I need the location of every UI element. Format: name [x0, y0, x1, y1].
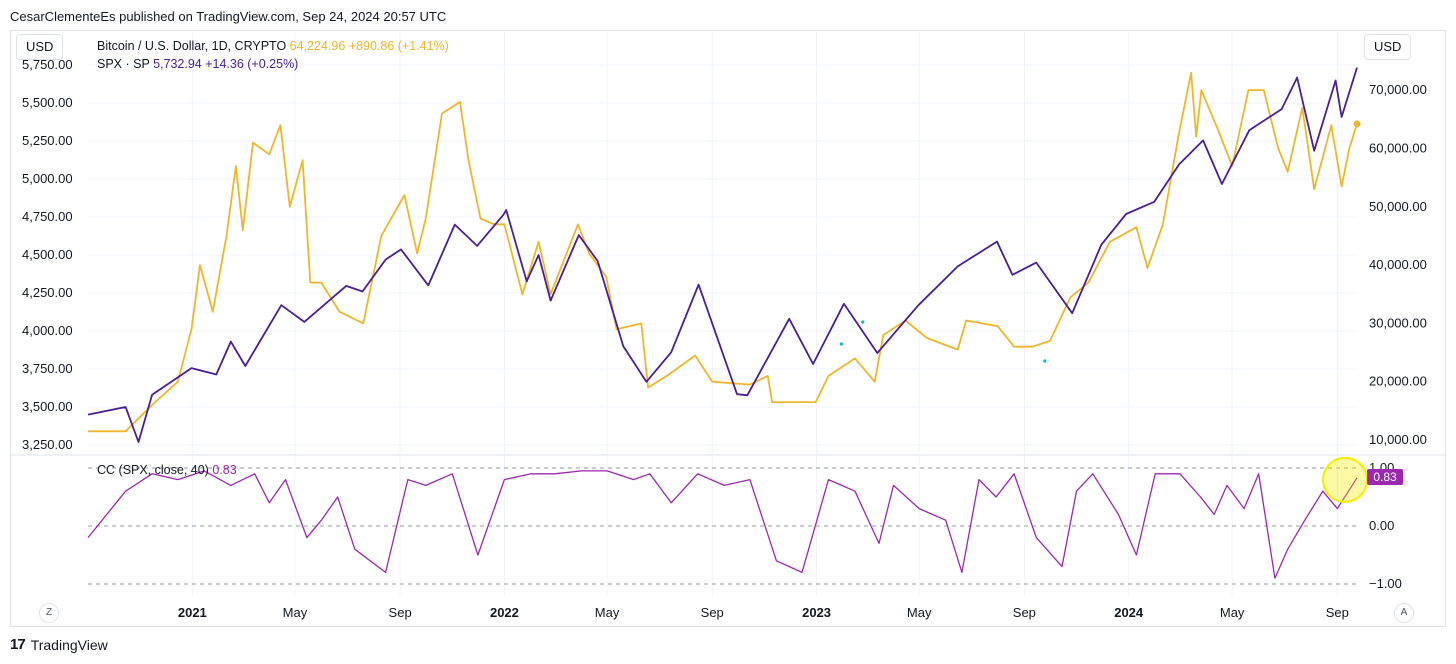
x-tick-label: Sep — [1013, 605, 1036, 620]
left-axis-tick-label: 3,750.00 — [22, 361, 73, 376]
tradingview-logo-icon: 17 — [10, 636, 26, 653]
left-axis-tick-label: 5,250.00 — [22, 133, 73, 148]
x-tick-label: 2022 — [490, 605, 519, 620]
right-axis-tick-label: 20,000.00 — [1369, 374, 1427, 389]
left-axis-tick-label: 4,000.00 — [22, 323, 73, 338]
x-tick-label: Sep — [701, 605, 724, 620]
auto-scale-button[interactable]: A — [1394, 603, 1414, 623]
tradingview-brand: TradingView — [30, 636, 108, 653]
btc-last-point — [1353, 120, 1361, 128]
marker-dot — [839, 342, 843, 346]
spx-series-line[interactable] — [87, 67, 1358, 443]
left-axis-tick-label: 3,250.00 — [22, 437, 73, 452]
x-tick-label: May — [595, 605, 620, 620]
x-tick-label: 2023 — [802, 605, 831, 620]
x-tick-label: 2021 — [178, 605, 207, 620]
right-axis-tick-label: 10,000.00 — [1369, 432, 1427, 447]
x-tick-label: May — [283, 605, 308, 620]
right-axis-tick-label: 50,000.00 — [1369, 199, 1427, 214]
x-tick-label: May — [1220, 605, 1245, 620]
marker-dot — [1043, 359, 1047, 363]
left-axis-tick-label: 5,750.00 — [22, 57, 73, 72]
x-tick-label: 2024 — [1114, 605, 1144, 620]
cc-value-badge: 0.83 — [1367, 469, 1403, 485]
spx-legend-name: SPX · SP — [97, 57, 150, 71]
left-axis-tick-label: 5,500.00 — [22, 95, 73, 110]
right-axis-tick-label: 30,000.00 — [1369, 315, 1427, 330]
btc-legend[interactable]: Bitcoin / U.S. Dollar, 1D, CRYPTO 64,224… — [97, 39, 449, 53]
left-axis-tick-label: 4,250.00 — [22, 285, 73, 300]
left-axis-tick-label: 4,750.00 — [22, 209, 73, 224]
cc-axis-tick-label: −1.00 — [1369, 576, 1402, 591]
publish-info: CesarClementeEs published on TradingView… — [10, 9, 447, 24]
right-axis-tick-label: 70,000.00 — [1369, 82, 1427, 97]
right-axis-tick-label: 40,000.00 — [1369, 257, 1427, 272]
left-axis-tick-label: 5,000.00 — [22, 171, 73, 186]
cc-legend-value: 0.83 — [212, 463, 237, 477]
right-currency-button[interactable]: USD — [1364, 34, 1412, 60]
right-axis-tick-label: 60,000.00 — [1369, 141, 1427, 156]
x-tick-label: May — [907, 605, 932, 620]
btc-series-line[interactable] — [88, 71, 1358, 433]
marker-dot — [861, 320, 865, 324]
btc-legend-name: Bitcoin / U.S. Dollar, 1D, CRYPTO — [97, 39, 287, 53]
chart-panel — [10, 30, 1446, 627]
x-tick-label: Sep — [1326, 605, 1349, 620]
spx-legend-change: +14.36 (+0.25%) — [205, 57, 299, 71]
cc-legend[interactable]: CC (SPX, close, 40) 0.83 — [97, 463, 237, 477]
spx-legend-value: 5,732.94 — [153, 57, 202, 71]
btc-legend-change: +890.86 (+1.41%) — [348, 39, 449, 53]
cc-axis-tick-label: 0.00 — [1369, 518, 1394, 533]
spx-legend[interactable]: SPX · SP 5,732.94 +14.36 (+0.25%) — [97, 57, 298, 71]
cc-series-line[interactable] — [87, 470, 1358, 579]
tradingview-footer: 17 TradingView — [10, 636, 108, 653]
cc-legend-name: CC (SPX, close, 40) — [97, 463, 209, 477]
left-axis-tick-label: 4,500.00 — [22, 247, 73, 262]
zoom-z-button[interactable]: Z — [39, 603, 59, 623]
highlight-circle — [1322, 456, 1368, 503]
x-tick-label: Sep — [389, 605, 412, 620]
btc-legend-value: 64,224.96 — [289, 39, 346, 53]
left-currency-button[interactable]: USD — [16, 34, 64, 60]
left-axis-tick-label: 3,500.00 — [22, 399, 73, 414]
